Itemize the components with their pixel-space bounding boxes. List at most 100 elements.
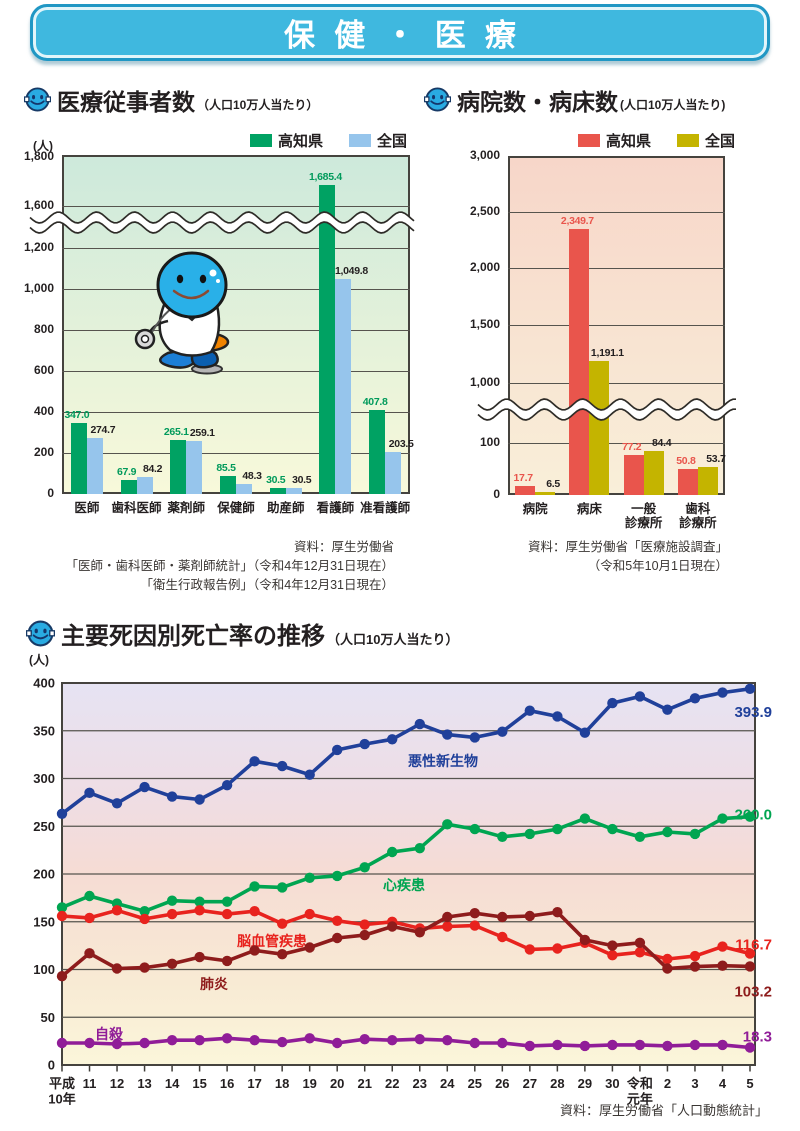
data-point	[84, 890, 95, 902]
x-axis-tick-label: 4	[719, 1076, 727, 1091]
series-name-label: 脳血管疾患	[237, 933, 307, 949]
y-axis-tick-label: 200	[33, 445, 54, 459]
data-point	[84, 912, 95, 924]
bar	[236, 484, 252, 494]
bar	[220, 476, 236, 494]
y-axis-tick-label: 2,500	[469, 204, 500, 218]
bar	[186, 440, 203, 494]
data-point	[442, 1035, 453, 1046]
bar	[335, 278, 352, 494]
data-point	[332, 1037, 343, 1049]
bar-value-label: 84.2	[142, 462, 163, 475]
data-point	[249, 756, 260, 767]
source-line: 資料：厚生労働省「医療施設調査」	[527, 540, 728, 554]
section-subtitle: (人口10万人当たり)	[620, 98, 726, 112]
bar-value-label: 1,049.8	[334, 264, 368, 277]
data-point	[332, 744, 343, 756]
legend-label: 高知県	[606, 133, 652, 150]
data-point	[717, 1039, 728, 1051]
y-axis-tick-label: 0	[493, 487, 500, 501]
data-point	[194, 896, 205, 907]
bar	[120, 480, 137, 494]
data-point	[166, 895, 178, 906]
data-point	[607, 1039, 618, 1051]
data-point	[662, 1040, 673, 1052]
x-axis-tick-label: 16	[220, 1076, 234, 1091]
category-label: 准看護師	[360, 501, 411, 515]
category-label: 看護師	[316, 501, 355, 515]
data-point	[744, 961, 756, 972]
data-point	[111, 905, 123, 916]
data-point	[332, 915, 343, 926]
data-point	[249, 906, 260, 917]
data-point	[277, 918, 288, 929]
x-axis-tick-label: 12	[110, 1076, 124, 1091]
section-header-hospitals-beds: 病院数・病床数 (人口10万人当たり)	[424, 86, 725, 114]
grid-line	[508, 268, 725, 269]
data-point	[717, 960, 728, 971]
chart-legend: 高知県 全国	[250, 130, 433, 151]
data-point	[607, 823, 618, 835]
x-axis-tick-label: 19	[302, 1076, 316, 1091]
data-point	[84, 1037, 95, 1049]
data-point	[304, 872, 315, 883]
bar-value-label: 30.5	[292, 473, 312, 486]
y-axis-tick-label: 600	[33, 363, 54, 377]
chart-legend: 高知県 全国	[578, 130, 761, 151]
legend-swatch	[349, 134, 372, 147]
y-axis-tick-label: 300	[33, 771, 55, 786]
data-point	[552, 907, 563, 918]
grid-line	[62, 248, 410, 249]
section-title: 主要死因別死亡率の推移	[61, 623, 325, 650]
data-point	[139, 1037, 150, 1049]
data-point	[56, 808, 68, 819]
x-axis-tick-label: 18	[275, 1076, 289, 1091]
y-axis-tick-label: 400	[33, 404, 54, 418]
smiley-face-icon	[424, 87, 451, 112]
section-title: 病院数・病床数	[457, 89, 618, 115]
bar	[319, 185, 336, 494]
bar	[535, 491, 556, 495]
legend-label: 全国	[377, 133, 408, 150]
data-point	[662, 826, 673, 838]
data-point	[84, 948, 95, 959]
data-point	[277, 760, 288, 772]
data-point	[607, 950, 618, 961]
data-point	[469, 732, 480, 743]
smiley-face-icon	[26, 620, 55, 647]
data-point	[221, 908, 233, 920]
data-point	[194, 794, 205, 805]
bar	[385, 452, 402, 494]
page-title: 保健・医療	[284, 18, 536, 53]
y-axis-tick-label: 400	[33, 676, 55, 691]
grid-line	[62, 330, 410, 331]
bar-value-label: 259.1	[189, 426, 215, 439]
series-end-value-label: 260.0	[734, 807, 772, 824]
data-point	[277, 949, 288, 960]
x-axis-tick-label: 27	[523, 1076, 537, 1091]
source-note-workers: 資料：厚生労働省 「医師・歯科医師・薬剤師統計」（令和4年12月31日現在） 「…	[65, 538, 394, 595]
y-axis-tick-label: 0	[47, 486, 54, 500]
data-point	[387, 1035, 398, 1046]
data-point	[469, 823, 480, 835]
data-point	[139, 962, 150, 973]
category-label: 病床	[576, 502, 602, 516]
y-axis-tick-label: 0	[48, 1058, 55, 1073]
data-point	[332, 932, 343, 944]
bar-value-label: 407.8	[362, 396, 388, 409]
x-axis-tick-label: 22	[385, 1076, 399, 1091]
bar-value-label: 50.8	[676, 454, 696, 467]
y-axis-tick-label: 2,000	[469, 260, 500, 274]
data-point	[497, 911, 508, 923]
x-axis-tick-label: 3	[691, 1076, 698, 1091]
data-point	[194, 905, 205, 916]
data-point	[194, 1035, 205, 1046]
source-line: 資料：厚生労働省「人口動態統計」	[559, 1103, 768, 1118]
data-point	[56, 910, 68, 922]
data-point	[717, 813, 728, 824]
data-point	[387, 734, 398, 745]
data-point	[744, 811, 756, 822]
